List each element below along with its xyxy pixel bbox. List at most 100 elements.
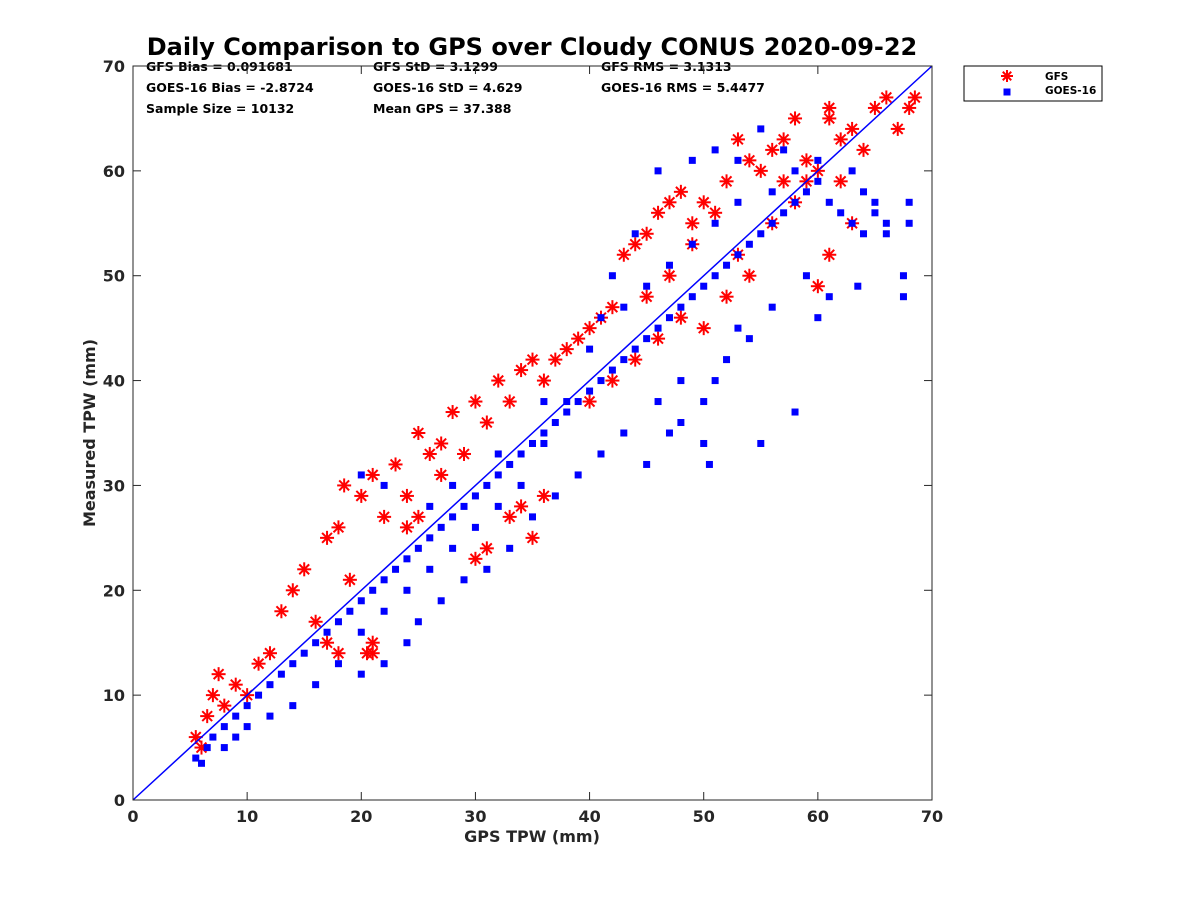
goes16-point bbox=[665, 314, 673, 322]
series-gfs bbox=[188, 90, 922, 755]
y-tick-label: 10 bbox=[103, 686, 125, 705]
gfs-point bbox=[337, 478, 352, 493]
gfs-point bbox=[211, 667, 226, 682]
gfs-point bbox=[525, 352, 540, 367]
goes16-point bbox=[757, 125, 765, 133]
goes16-point bbox=[700, 439, 708, 447]
goes16-point bbox=[414, 618, 422, 626]
gfs-point bbox=[902, 100, 917, 115]
gfs-point bbox=[696, 195, 711, 210]
legend-goes16-marker bbox=[1003, 88, 1011, 96]
goes16-point bbox=[723, 356, 731, 364]
legend-box bbox=[963, 65, 1103, 102]
goes16-point bbox=[597, 314, 605, 322]
goes16-point bbox=[380, 481, 388, 489]
goes16-point bbox=[734, 198, 742, 206]
gfs-point bbox=[320, 530, 335, 545]
goes16-point bbox=[357, 670, 365, 678]
goes16-point bbox=[312, 681, 320, 689]
goes16-point bbox=[768, 219, 776, 227]
gfs-point bbox=[616, 247, 631, 262]
goes16-point bbox=[483, 565, 491, 573]
goes16-point bbox=[460, 576, 468, 584]
gfs-point bbox=[422, 446, 437, 461]
goes16-point bbox=[449, 481, 457, 489]
goes16-point bbox=[403, 586, 411, 594]
goes16-point bbox=[232, 733, 240, 741]
goes16-point bbox=[677, 377, 685, 385]
x-tick-label: 20 bbox=[350, 807, 372, 826]
gfs-point bbox=[639, 226, 654, 241]
gfs-point bbox=[434, 467, 449, 482]
gfs-point bbox=[262, 646, 277, 661]
goes16-point bbox=[608, 366, 616, 374]
gfs-point bbox=[833, 174, 848, 189]
goes16-point bbox=[643, 460, 651, 468]
gfs-point bbox=[799, 153, 814, 168]
goes16-point bbox=[551, 419, 559, 427]
goes16-point bbox=[757, 230, 765, 238]
gfs-point bbox=[651, 331, 666, 346]
goes16-point bbox=[529, 439, 536, 447]
goes16-point bbox=[540, 429, 548, 437]
goes16-point bbox=[243, 723, 251, 731]
gfs-point bbox=[753, 163, 768, 178]
goes16-point bbox=[688, 293, 696, 301]
goes16-point bbox=[449, 544, 457, 552]
gfs-point bbox=[719, 289, 734, 304]
gfs-point bbox=[399, 488, 414, 503]
gfs-point bbox=[297, 562, 312, 577]
goes16-point bbox=[768, 188, 776, 196]
gfs-point bbox=[468, 394, 483, 409]
goes16-point bbox=[608, 272, 616, 280]
gfs-point bbox=[354, 488, 369, 503]
gfs-point bbox=[571, 331, 586, 346]
goes16-point bbox=[197, 759, 205, 767]
goes16-point bbox=[871, 209, 879, 217]
stat-text: GOES-16 StD = 4.629 bbox=[373, 80, 522, 95]
goes16-point bbox=[848, 167, 856, 175]
gfs-point bbox=[730, 132, 745, 147]
y-axis-label: Measured TPW (mm) bbox=[80, 339, 99, 527]
goes16-point bbox=[677, 303, 685, 311]
gfs-point bbox=[548, 352, 563, 367]
x-tick-label: 0 bbox=[127, 807, 138, 826]
goes16-point bbox=[814, 156, 822, 164]
x-tick-label: 10 bbox=[236, 807, 258, 826]
goes16-point bbox=[814, 177, 822, 185]
goes16-point bbox=[266, 712, 274, 720]
goes16-point bbox=[734, 156, 742, 164]
goes16-point bbox=[780, 209, 788, 217]
gfs-point bbox=[525, 530, 540, 545]
gfs-point bbox=[742, 268, 757, 283]
goes16-point bbox=[688, 156, 696, 164]
gfs-point bbox=[274, 604, 289, 619]
x-tick-label: 70 bbox=[921, 807, 943, 826]
goes16-point bbox=[654, 324, 662, 332]
stat-text: GOES-16 Bias = -2.8724 bbox=[146, 80, 314, 95]
x-tick-label: 60 bbox=[807, 807, 829, 826]
goes16-point bbox=[791, 198, 799, 206]
gfs-point bbox=[662, 268, 677, 283]
goes16-point bbox=[723, 261, 731, 269]
goes16-point bbox=[346, 607, 354, 615]
goes16-point bbox=[705, 460, 713, 468]
goes16-point bbox=[494, 450, 502, 458]
goes16-point bbox=[802, 188, 810, 196]
goes16-point bbox=[392, 565, 400, 573]
y-axis-ticks: 0 10 20 30 40 50 60 70 bbox=[103, 57, 932, 810]
gfs-point bbox=[479, 541, 494, 556]
gfs-point bbox=[788, 111, 803, 126]
goes16-point bbox=[380, 660, 388, 668]
gfs-point bbox=[285, 583, 300, 598]
gfs-point bbox=[491, 373, 506, 388]
goes16-point bbox=[220, 744, 228, 752]
goes16-point bbox=[814, 314, 822, 322]
gfs-point bbox=[502, 394, 517, 409]
goes16-point bbox=[597, 377, 605, 385]
goes16-point bbox=[357, 628, 365, 636]
x-axis-label: GPS TPW (mm) bbox=[464, 827, 600, 846]
goes16-point bbox=[437, 597, 445, 605]
gfs-point bbox=[776, 132, 791, 147]
